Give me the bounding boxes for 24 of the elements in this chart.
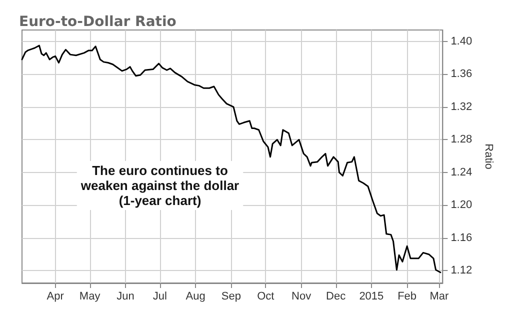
x-tick-label: Jun [116, 290, 134, 302]
x-tick-label: Oct [257, 290, 274, 302]
y-tick-label: 1.40 [450, 35, 472, 48]
y-tick-label: 1.20 [450, 199, 472, 212]
x-tick-label: Dec [326, 290, 346, 302]
x-tick-label: Nov [292, 290, 312, 302]
x-tick-label: Aug [186, 290, 206, 302]
line-series [21, 44, 442, 274]
chart-title: Euro-to-Dollar Ratio [19, 14, 177, 30]
x-tick-label: Sep [221, 290, 241, 302]
y-tick-label: 1.36 [450, 68, 472, 80]
y-tick-label: 1.12 [450, 264, 472, 277]
y-tick-label: 1.24 [450, 166, 472, 178]
x-tick-label: Jul [152, 290, 167, 302]
y-axis-title: Ratio [482, 144, 494, 170]
y-tick-label: 1.28 [450, 134, 472, 146]
x-tick-label: 2015 [359, 290, 384, 302]
y-tick-label: 1.32 [450, 100, 472, 113]
y-tick-label: 1.16 [450, 232, 472, 244]
x-tick-label: Feb [398, 290, 417, 302]
x-tick-label: Apr [46, 290, 64, 302]
x-tick-label: May [79, 290, 101, 302]
x-tick-label: Mar [430, 290, 450, 302]
annotation: The euro continues to weaken against the dollar (1-year chart) [80, 163, 240, 208]
